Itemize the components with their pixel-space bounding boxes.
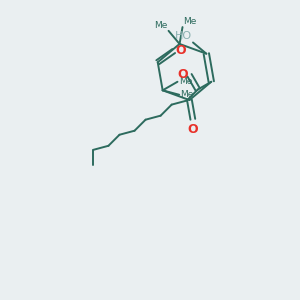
Text: O: O — [177, 68, 188, 81]
Text: Me: Me — [180, 90, 194, 99]
Text: Me: Me — [154, 21, 168, 30]
Text: Me: Me — [179, 77, 192, 86]
Text: Me: Me — [183, 17, 197, 26]
Text: O: O — [175, 44, 186, 57]
Text: HO: HO — [175, 31, 192, 41]
Text: O: O — [188, 123, 198, 136]
